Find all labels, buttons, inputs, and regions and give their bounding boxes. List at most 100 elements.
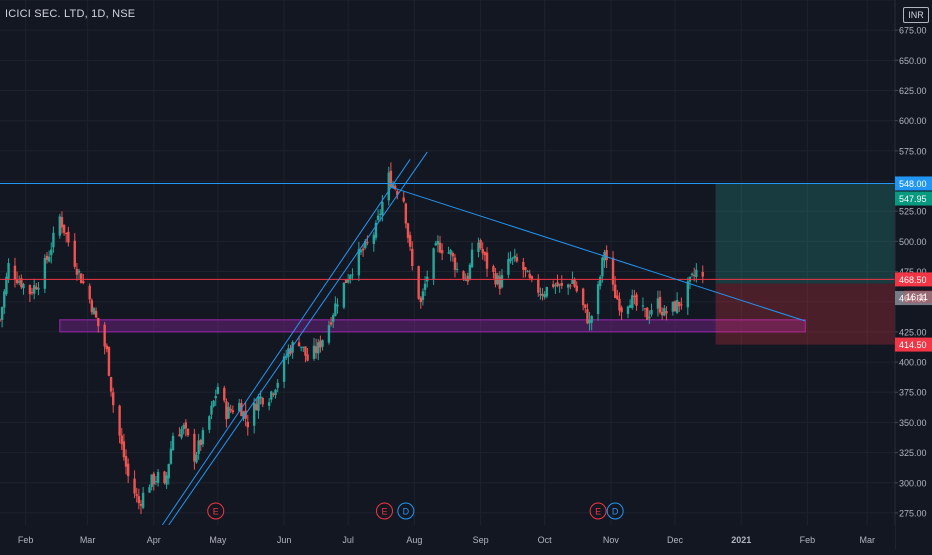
price-label-bg bbox=[895, 337, 932, 352]
drawing-zones[interactable] bbox=[59, 183, 895, 345]
candle-body bbox=[148, 487, 151, 493]
drawing-lines[interactable] bbox=[0, 151, 895, 526]
candle-body bbox=[387, 172, 390, 201]
candle-body bbox=[695, 269, 698, 277]
candle bbox=[511, 256, 514, 265]
price-label-bg bbox=[895, 291, 932, 306]
candle-body bbox=[7, 263, 10, 279]
trend-line[interactable] bbox=[390, 186, 806, 322]
candle bbox=[447, 246, 450, 254]
zone-target[interactable] bbox=[715, 183, 895, 284]
price-label[interactable]: 464.65 bbox=[895, 291, 932, 306]
event-marker-earnings[interactable]: E bbox=[589, 502, 607, 520]
candle-body bbox=[451, 253, 455, 257]
symbol-title[interactable]: ICICI SEC. LTD, 1D, NSE bbox=[5, 8, 136, 20]
candle bbox=[261, 396, 264, 408]
candle-body bbox=[167, 464, 170, 479]
event-circle[interactable] bbox=[207, 502, 225, 520]
candle bbox=[411, 241, 414, 271]
candle bbox=[530, 275, 534, 283]
candle-body bbox=[673, 301, 677, 312]
candle bbox=[449, 248, 452, 262]
candle bbox=[15, 271, 19, 285]
zone-stop[interactable] bbox=[715, 283, 895, 345]
time-axis[interactable]: Feb Mar Apr May Jun Jul Aug Sep Oct Nov Dec 2021 Feb… bbox=[0, 525, 895, 550]
candle bbox=[73, 233, 76, 270]
candle-body bbox=[246, 421, 249, 428]
candle bbox=[50, 242, 53, 264]
candle bbox=[336, 298, 339, 314]
candle-body bbox=[18, 281, 21, 283]
candle bbox=[150, 474, 153, 491]
price-label[interactable]: 468.50 bbox=[895, 272, 932, 287]
event-circle[interactable] bbox=[375, 502, 393, 520]
candle-body bbox=[389, 170, 393, 188]
price-label[interactable]: 414.50 bbox=[895, 337, 932, 352]
candle-body bbox=[210, 405, 213, 415]
event-marker-dividend[interactable]: D bbox=[606, 502, 624, 520]
candle bbox=[154, 475, 158, 486]
candle-body bbox=[282, 356, 286, 382]
candle-body bbox=[109, 377, 113, 392]
trend-line[interactable] bbox=[168, 151, 428, 526]
candle bbox=[97, 317, 100, 333]
candle-body bbox=[67, 231, 70, 243]
candle bbox=[18, 275, 21, 286]
time-tick-label: 2021 bbox=[731, 535, 751, 545]
candle bbox=[524, 266, 527, 278]
event-circle[interactable] bbox=[606, 502, 624, 520]
price-tick-label: 350.00 bbox=[899, 418, 927, 428]
event-circle[interactable] bbox=[397, 502, 415, 520]
price-label[interactable]: 547.95 bbox=[895, 191, 932, 206]
price-label-bg bbox=[895, 176, 932, 191]
event-marker-earnings[interactable]: E bbox=[375, 502, 393, 520]
candle bbox=[701, 265, 704, 284]
event-circle[interactable] bbox=[589, 502, 607, 520]
candle-body bbox=[590, 316, 593, 323]
currency-badge[interactable]: INR bbox=[903, 7, 929, 23]
candle bbox=[252, 398, 256, 434]
candle-body bbox=[212, 400, 215, 407]
candle-body bbox=[468, 264, 472, 280]
candle bbox=[122, 433, 126, 461]
candle-body bbox=[558, 284, 561, 286]
price-tick-label: 325.00 bbox=[899, 448, 927, 458]
candle bbox=[590, 315, 593, 331]
price-axis[interactable]: 275.00 300.00 325.00 350.00 375.00 400.00 425.… bbox=[894, 0, 932, 550]
candle-body bbox=[229, 408, 232, 411]
trend-line[interactable] bbox=[161, 159, 411, 526]
candle-body bbox=[336, 304, 339, 307]
candle bbox=[466, 272, 469, 285]
price-tick-label: 425.00 bbox=[899, 327, 927, 337]
candle-body bbox=[94, 310, 98, 318]
candle-body bbox=[13, 265, 17, 280]
candle-body bbox=[528, 273, 531, 278]
zone-support[interactable] bbox=[59, 319, 806, 333]
candle bbox=[481, 242, 484, 260]
candle bbox=[635, 292, 638, 311]
candle-body bbox=[635, 294, 638, 306]
candle bbox=[139, 500, 143, 515]
candle bbox=[302, 346, 305, 352]
candle-body bbox=[312, 345, 316, 359]
candle-body bbox=[5, 276, 8, 294]
candle-body bbox=[372, 234, 376, 244]
candle-body bbox=[126, 463, 130, 477]
candle bbox=[581, 287, 585, 311]
candle bbox=[596, 281, 600, 321]
candle-body bbox=[500, 274, 504, 288]
candle-body bbox=[240, 403, 243, 417]
candle-body bbox=[626, 306, 630, 314]
candle bbox=[631, 289, 634, 310]
price-label[interactable]: 548.00 bbox=[895, 176, 932, 191]
candle bbox=[560, 275, 563, 289]
candle bbox=[58, 213, 62, 239]
candle bbox=[552, 280, 555, 289]
event-marker-dividend[interactable]: D bbox=[397, 502, 415, 520]
candle bbox=[43, 254, 47, 294]
event-marker-earnings[interactable]: E bbox=[207, 502, 225, 520]
candle bbox=[543, 291, 546, 300]
